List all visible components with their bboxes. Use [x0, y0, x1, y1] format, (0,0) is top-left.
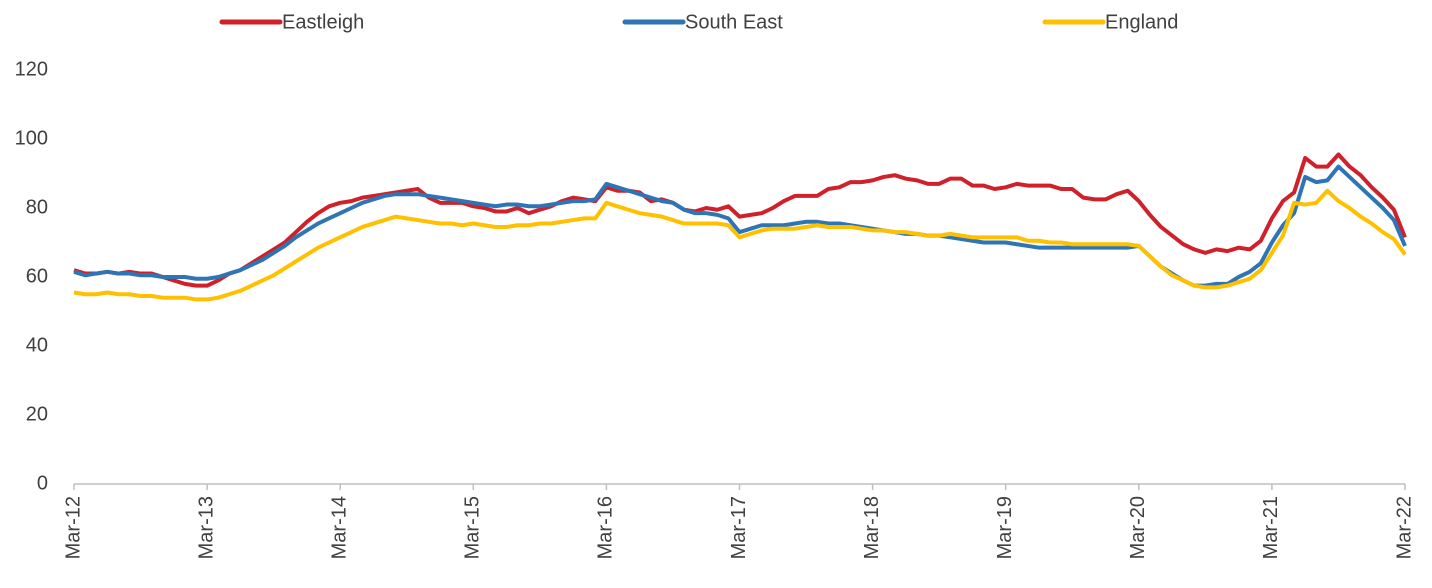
y-tick-label: 20 [26, 403, 48, 425]
y-tick-label: 80 [26, 196, 48, 218]
legend-label: England [1105, 11, 1178, 33]
x-tick-label: Mar-15 [462, 496, 484, 559]
y-tick-label: 120 [15, 58, 48, 80]
legend-label: South East [685, 11, 783, 33]
series-line [73, 152, 1407, 288]
x-tick-label: Mar-20 [1127, 496, 1149, 559]
y-tick-label: 40 [26, 334, 48, 356]
x-tick-label: Mar-14 [328, 496, 350, 559]
legend-label: Eastleigh [282, 11, 364, 33]
series-line [73, 164, 1407, 288]
x-tick-label: Mar-22 [1393, 496, 1415, 559]
x-tick-label: Mar-19 [994, 496, 1016, 559]
y-tick-label: 100 [15, 127, 48, 149]
x-tick-label: Mar-13 [195, 496, 217, 559]
series-line [73, 188, 1407, 302]
x-tick-label: Mar-18 [861, 496, 883, 559]
y-tick-label: 0 [37, 472, 48, 494]
x-tick-label: Mar-16 [595, 496, 617, 559]
x-tick-label: Mar-21 [1260, 496, 1282, 559]
y-tick-label: 60 [26, 265, 48, 287]
x-tick-label: Mar-17 [728, 496, 750, 559]
x-tick-label: Mar-12 [62, 496, 84, 559]
